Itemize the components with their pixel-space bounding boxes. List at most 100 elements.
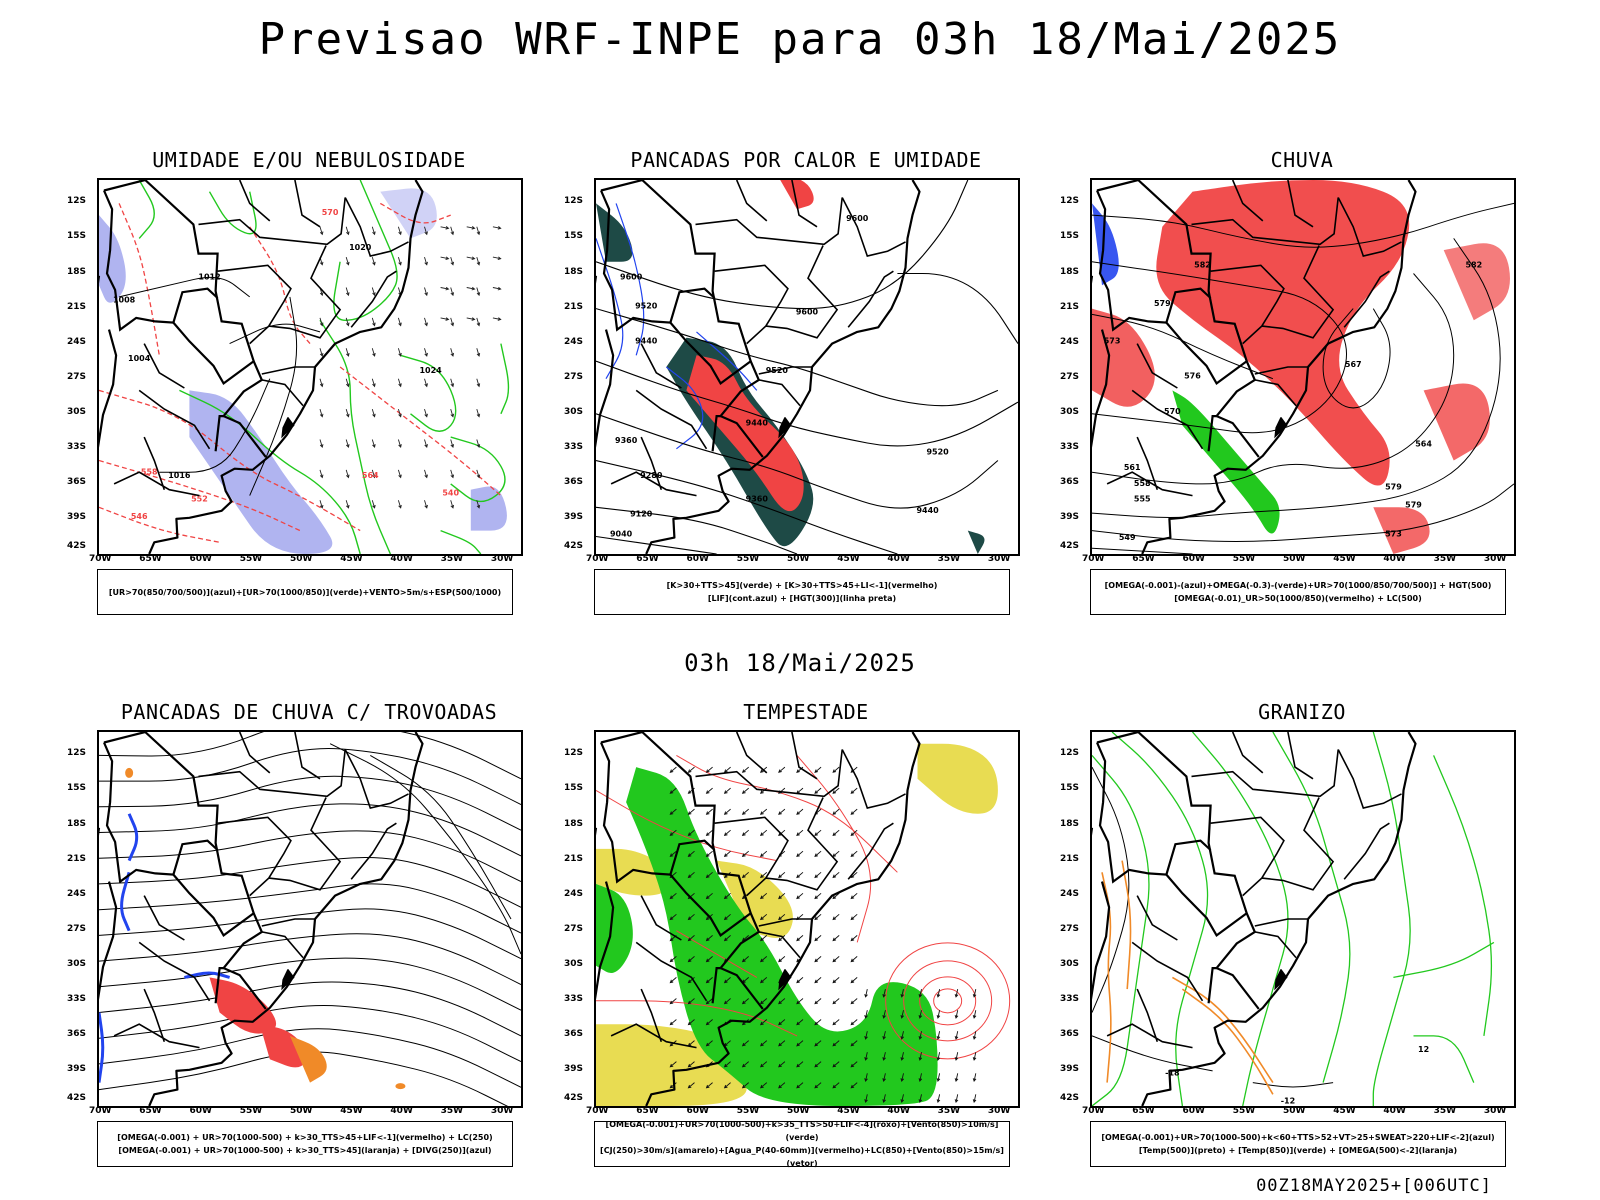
lat-tick-label: 27S <box>564 923 584 934</box>
wind-vector <box>864 1073 868 1083</box>
state-border <box>1106 1023 1193 1049</box>
lon-tick-label: 70W <box>1082 1106 1105 1116</box>
wind-vector <box>476 439 481 449</box>
wind-vector <box>864 1052 868 1061</box>
wind-vector <box>759 871 768 879</box>
wind-vector <box>687 871 695 879</box>
height-contour <box>596 459 898 554</box>
height-contour <box>1092 313 1274 380</box>
wind-vector <box>759 892 768 900</box>
state-border <box>1261 797 1335 891</box>
map-svg: -18 -12 12 <box>1092 732 1495 1106</box>
wind-vector <box>741 787 749 794</box>
height-contour <box>897 272 1018 344</box>
state-border <box>1287 180 1314 228</box>
wind-vector <box>705 787 713 794</box>
lake <box>281 417 295 439</box>
state-border <box>1254 366 1307 375</box>
temp850-contour <box>1433 755 1493 1036</box>
lat-tick-label: 18S <box>67 266 87 277</box>
temp850-contour <box>1111 732 1209 1106</box>
wind-vector <box>687 1061 695 1068</box>
lon-tick-label: 70W <box>89 1106 112 1116</box>
wind-vector <box>424 500 428 509</box>
humidity-green-contour <box>179 389 361 554</box>
country-border <box>1207 415 1217 452</box>
wind-vector <box>759 977 768 984</box>
lon-tick-label: 45W <box>340 1106 363 1116</box>
wind-vector <box>371 439 376 449</box>
streamline-red <box>596 1000 798 1037</box>
wind-vector <box>778 829 786 837</box>
streamline <box>99 908 521 960</box>
wind-vector <box>424 287 428 297</box>
wind-vector <box>972 1031 977 1040</box>
lon-tick-label: 60W <box>189 1106 212 1116</box>
state-border <box>113 1023 200 1049</box>
country-border <box>214 967 224 1004</box>
wind-vector <box>832 871 840 879</box>
thunder-orange-area <box>289 1035 327 1083</box>
wind-vector <box>850 913 858 921</box>
wind-vector <box>796 1019 804 1026</box>
lat-tick-label: 21S <box>564 853 584 864</box>
state-border <box>268 245 342 339</box>
panel-legend: [K>30+TTS>45](verde) + [K>30+TTS>45+LI<-… <box>594 569 1010 615</box>
lat-tick-label: 33S <box>564 441 584 452</box>
state-border <box>791 180 818 228</box>
overlay-layer: 1012 1016 1020 1024 1008 1004 570 564 558 552 546 5… <box>99 180 510 554</box>
wind-vector <box>424 408 428 418</box>
wind-vector <box>424 469 428 479</box>
wind-vector <box>669 850 677 858</box>
lon-tick-label: 40W <box>1383 1106 1406 1116</box>
state-border <box>1106 471 1193 497</box>
contour-label: 564 <box>362 471 379 480</box>
wind-vector <box>900 1010 905 1019</box>
wind-vector <box>900 988 905 998</box>
state-border <box>610 471 697 497</box>
contour-label: 9600 <box>620 272 643 281</box>
thunder-red-area <box>209 977 277 1034</box>
wind-vector <box>723 892 731 900</box>
wind-vector <box>882 1052 886 1061</box>
lat-tick-label: 24S <box>564 336 584 347</box>
omega-orange-contour <box>1101 872 1112 1083</box>
state-border <box>635 941 708 1002</box>
wind-vector <box>741 1061 749 1068</box>
panel-title: UMIDADE E/OU NEBULOSIDADE <box>152 148 466 172</box>
wind-vector <box>371 317 376 327</box>
panel-legend: [UR>70(850/700/500)](azul)+[UR>70(1000/8… <box>97 569 513 615</box>
wind-vector <box>796 1082 804 1089</box>
country-border <box>1207 967 1217 1004</box>
divergence-blue <box>99 1012 105 1083</box>
thickness-contour <box>379 202 451 224</box>
state-border <box>1191 197 1339 246</box>
wind-vector <box>832 787 840 794</box>
wind-vector <box>814 871 822 879</box>
legend-line: [OMEGA(-0.001) + UR>70(1000-500) + k>30_… <box>117 1133 493 1142</box>
wind-vector <box>796 977 804 984</box>
map-frame: 9600 9600 9600 9520 9520 9520 9440 9440 9440 9360… <box>594 178 1020 556</box>
lon-tick-label: 40W <box>887 554 910 564</box>
convective-green-area <box>967 530 985 554</box>
wind-vector <box>424 226 428 236</box>
thickness-contour <box>99 459 301 532</box>
wind-vector <box>669 808 677 815</box>
wind-vector <box>345 500 350 509</box>
wind-vector <box>850 1040 858 1047</box>
wind-vector <box>814 1061 822 1068</box>
lat-tick-label: 36S <box>1060 1028 1080 1039</box>
state-border <box>695 749 843 798</box>
rain-red-area <box>1423 383 1490 461</box>
wind-vector <box>723 808 731 815</box>
country-border <box>711 967 721 1004</box>
wind-vector <box>741 956 749 963</box>
state-border <box>344 197 409 257</box>
lon-tick-label: 60W <box>1182 1106 1205 1116</box>
wind-vector <box>687 998 695 1005</box>
wind-vector <box>345 408 350 418</box>
wind-vector <box>450 378 455 388</box>
wind-vector <box>669 913 677 921</box>
convective-green-area <box>596 203 633 262</box>
wind-vector <box>424 256 428 266</box>
